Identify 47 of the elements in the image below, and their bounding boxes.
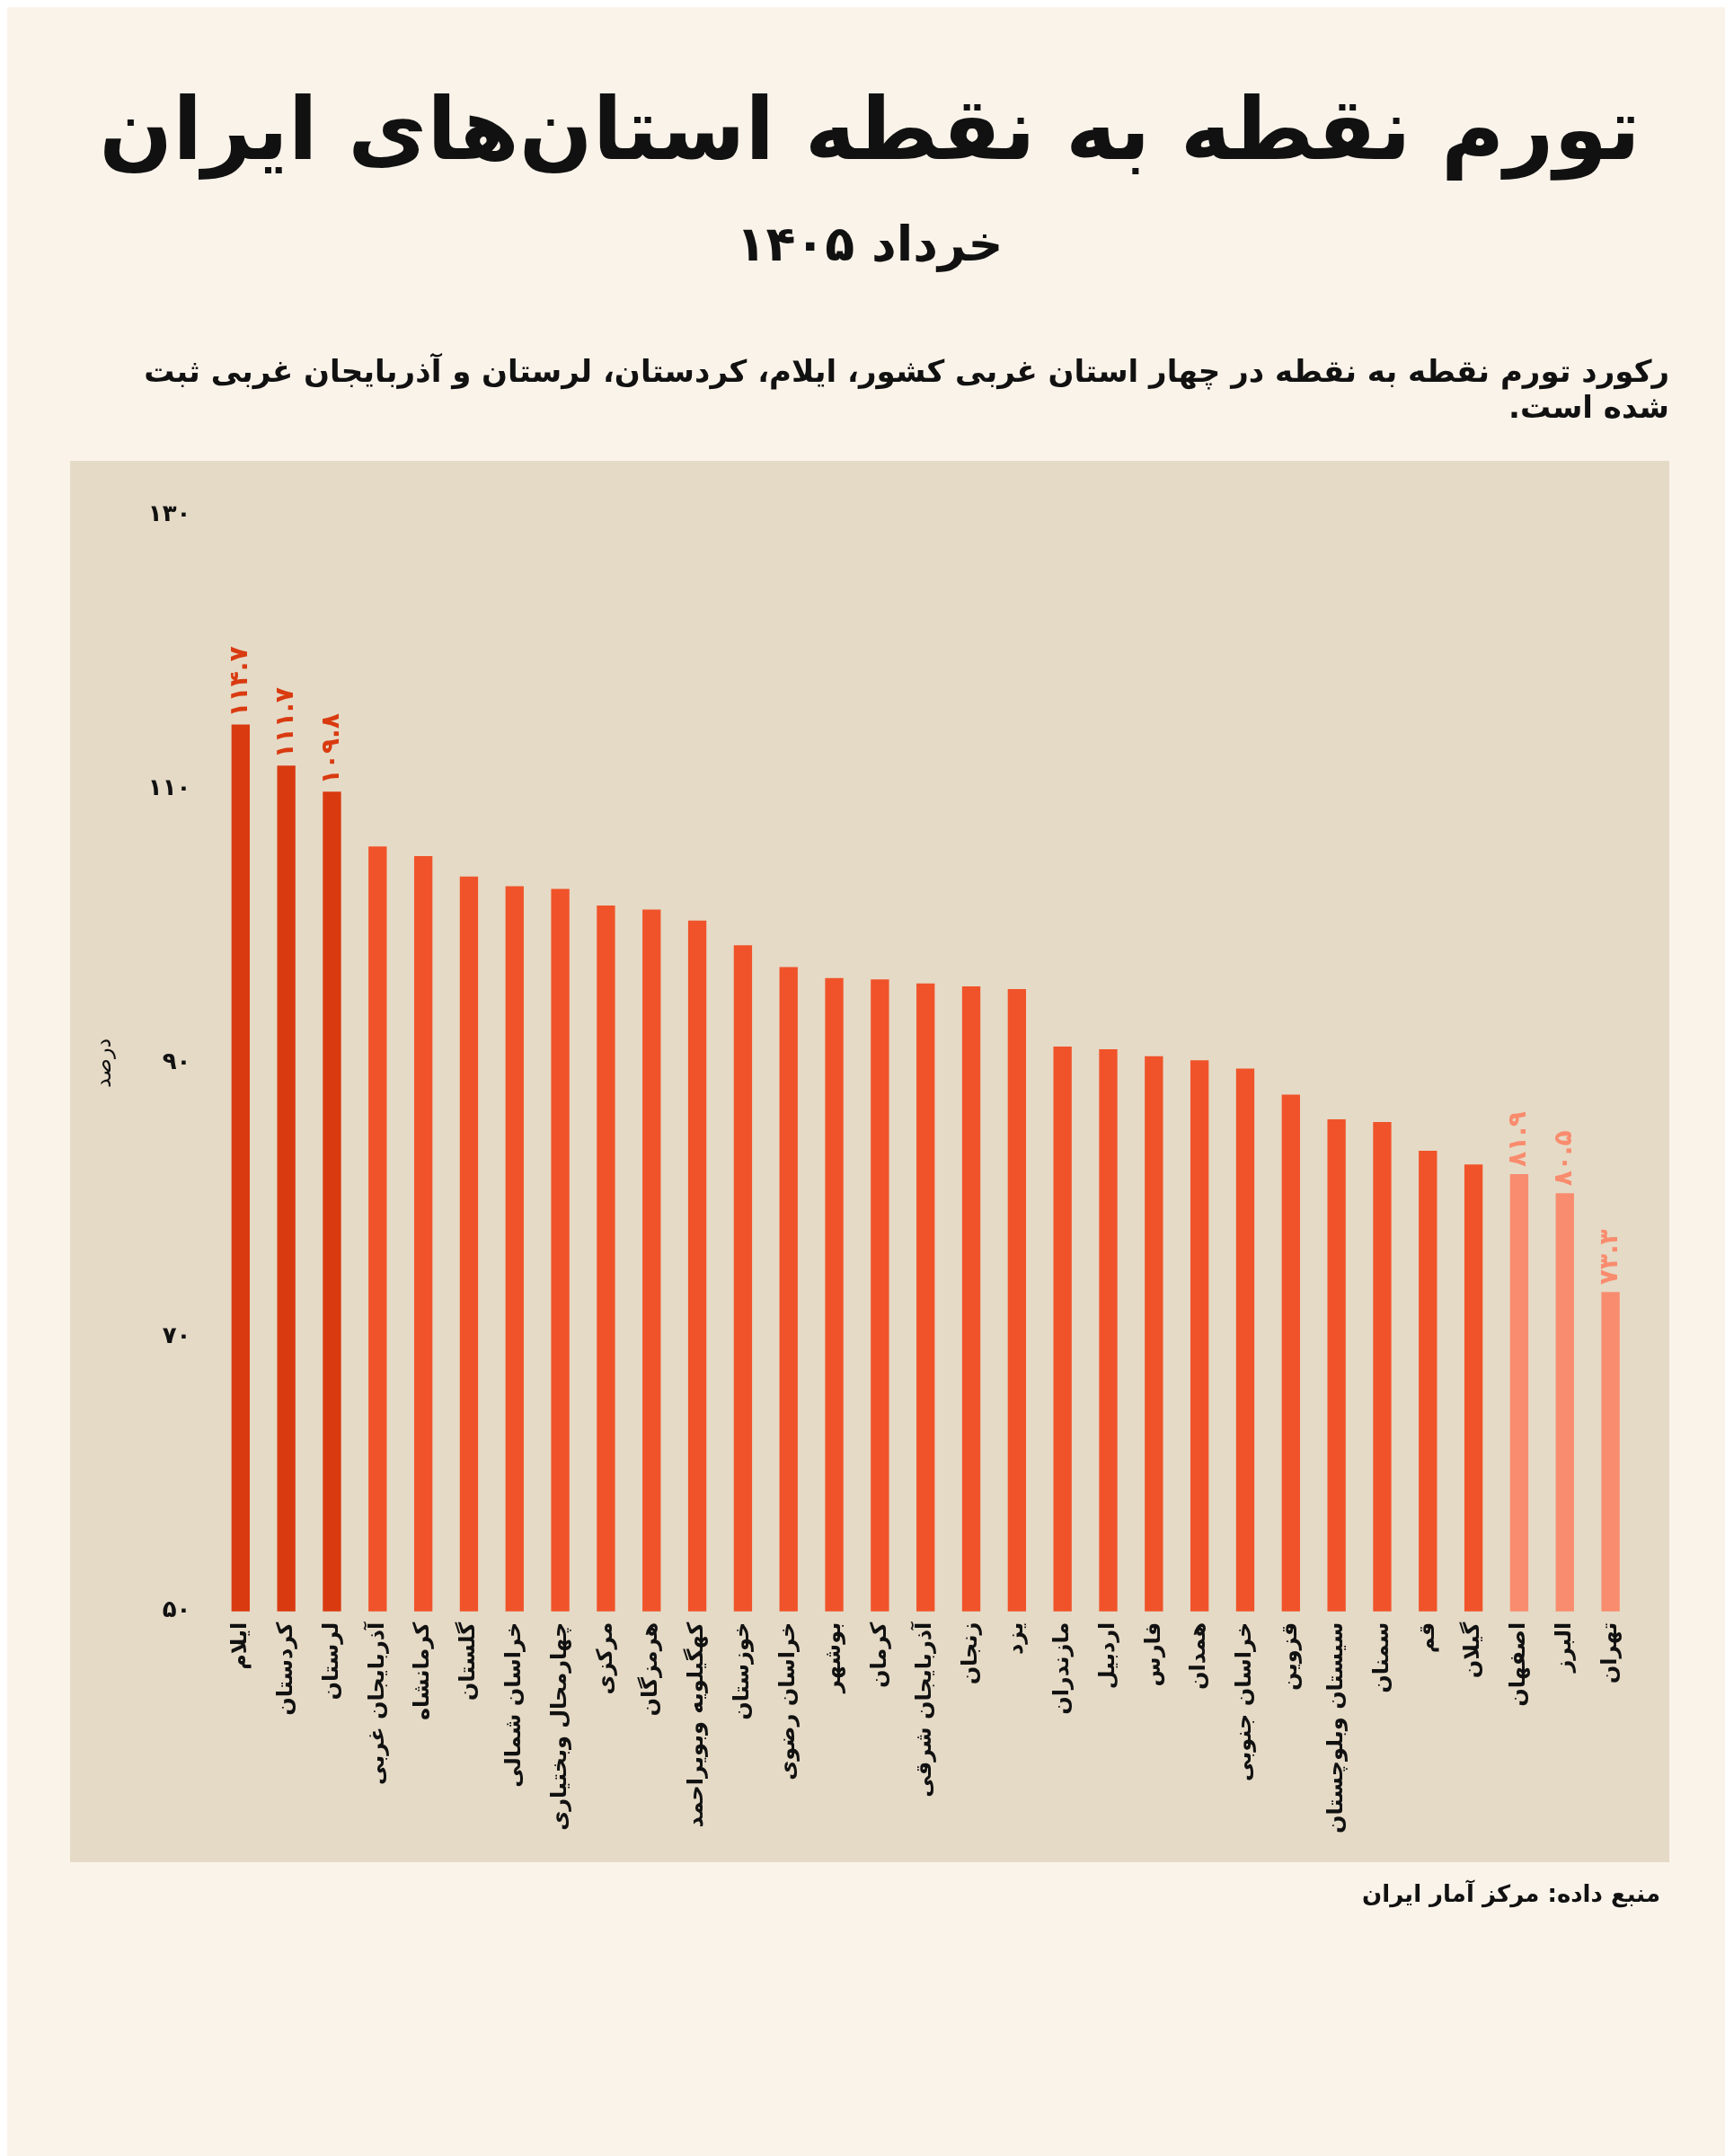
x-tick-label: قزوین [1277, 1621, 1303, 1691]
x-tick-label: مازندران [1048, 1621, 1074, 1715]
x-tick-label: آذربایجان شرقی [910, 1621, 937, 1798]
x-tick-label: گیلان [1459, 1621, 1485, 1679]
chart-subtitle: خرداد ۱۴۰۵ [735, 216, 1004, 272]
x-tick-label: البرز [1551, 1621, 1576, 1674]
x-tick-label: لرستان [317, 1621, 343, 1701]
x-tick-label: گلستان [455, 1621, 481, 1701]
x-tick-label: کرمان [865, 1621, 891, 1688]
x-tick-label: کرمانشاه [409, 1621, 435, 1721]
data-label: ۱۱۱.۷ [269, 687, 299, 759]
x-tick-label: فارس [1139, 1621, 1165, 1687]
x-tick-label: خراسان جنوبی [1231, 1621, 1257, 1782]
y-tick-label: ۷۰ [162, 1321, 191, 1349]
data-label: ۱۰۹.۸ [314, 713, 345, 785]
x-tick-label: مرکزی [591, 1621, 617, 1695]
data-label: ۱۱۴.۷ [224, 646, 254, 718]
text: رکورد تورم نقطه به نقطه در چهار استان غربی کشور، ایلام، کردستان، لرستان و آذربایجان غربی ثبت شده است. [143, 353, 1669, 425]
x-tick-label: آذربایجان غربی [362, 1621, 389, 1785]
x-tick-label: کهگیلویه وبویراحمد [683, 1621, 709, 1828]
data-label: ۸۰.۵ [1548, 1130, 1579, 1187]
x-tick-label: تهران [1596, 1621, 1622, 1684]
y-axis-title: درصد [90, 1038, 116, 1089]
text: منبع داده: مرکز آمار ایران [1361, 1880, 1660, 1907]
x-tick-label: ایلام [226, 1621, 252, 1670]
y-tick-label: ۱۳۰ [147, 499, 191, 526]
data-label: ۷۳.۳ [1593, 1229, 1623, 1286]
x-tick-label: هرمزگان [637, 1621, 663, 1717]
x-tick-label: اصفهان [1505, 1621, 1531, 1707]
x-tick-label: زنجان [957, 1621, 983, 1685]
x-tick-label: سمنان [1367, 1621, 1393, 1693]
x-tick-label: قم [1413, 1621, 1439, 1654]
x-tick-label: بوشهر [819, 1621, 845, 1694]
x-tick-label: اردبیل [1093, 1621, 1119, 1690]
data-label: ۸۱.۹ [1502, 1111, 1533, 1167]
x-tick-label: سیستان وبلوچستان [1322, 1621, 1348, 1834]
x-tick-label: خوزستان [729, 1621, 755, 1720]
y-tick-label: ۱۱۰ [147, 773, 191, 800]
x-tick-label: یزد [1003, 1621, 1029, 1656]
chart-title: تورم نقطه به نقطه استان‌های ایران [98, 79, 1641, 180]
x-tick-label: خراسان شمالی [500, 1621, 526, 1788]
x-tick-label: خراسان رضوی [774, 1621, 800, 1780]
y-tick-label: ۹۰ [162, 1047, 191, 1075]
x-tick-label: چهارمحال وبختیاری [545, 1621, 571, 1831]
x-tick-label: کردستان [271, 1621, 297, 1716]
x-tick-label: همدان [1185, 1621, 1211, 1691]
y-tick-label: ۵۰ [162, 1595, 191, 1623]
